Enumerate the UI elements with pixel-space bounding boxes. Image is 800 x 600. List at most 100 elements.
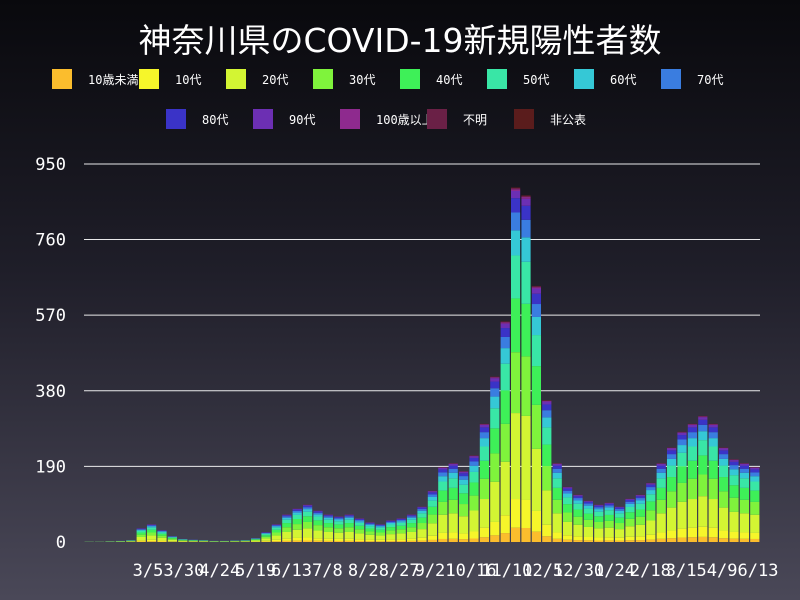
bar-segment (157, 537, 167, 541)
legend-swatch (574, 69, 594, 89)
bar-segment (667, 448, 677, 451)
bar-stack (188, 539, 198, 542)
bar-segment (687, 425, 697, 428)
bar-segment (355, 529, 365, 534)
bar-segment (303, 521, 313, 529)
bar-segment (656, 468, 666, 473)
bar-stack (635, 494, 645, 542)
bar-segment (365, 526, 375, 529)
bar-segment (698, 416, 708, 418)
bar-segment (490, 377, 500, 379)
bar-segment (490, 453, 500, 482)
bar-segment (396, 539, 406, 542)
bar-segment (334, 518, 344, 520)
bar-segment (656, 487, 666, 500)
bar-segment (438, 472, 448, 477)
bar-stack (115, 540, 125, 542)
legend-swatch (487, 69, 507, 89)
bar-segment (188, 541, 198, 542)
bar-stack (615, 506, 625, 542)
legend-swatch (52, 69, 72, 89)
bar-segment (386, 520, 396, 522)
bar-segment (563, 493, 573, 498)
bar-stack (573, 494, 583, 542)
bar-segment (396, 522, 406, 526)
bar-segment (344, 516, 354, 518)
legend-item: 70代 (661, 69, 723, 89)
x-axis: 3/5 3/304/245/196/13 7/8 8/2 8/279/2110/1611… (133, 561, 779, 581)
bar-segment (282, 516, 292, 518)
bar-segment (531, 288, 541, 294)
bar-segment (708, 424, 718, 425)
x-tick-label: 4/24 (199, 561, 240, 581)
bar-segment (531, 304, 541, 317)
bar-segment (729, 475, 739, 486)
bar-segment (438, 501, 448, 515)
bar-segment (698, 496, 708, 527)
bar-segment (344, 514, 354, 516)
bar-segment (615, 540, 625, 542)
bar-segment (407, 516, 417, 518)
bar-stack (219, 540, 229, 542)
bar-segment (698, 455, 708, 475)
bar-segment (303, 540, 313, 542)
bar-segment (542, 417, 552, 428)
bar-segment (271, 541, 281, 542)
bar-stack (479, 423, 489, 542)
bar-segment (459, 533, 469, 540)
legend-item: 60代 (574, 69, 636, 89)
x-tick-label: 3/15 (666, 561, 707, 581)
bar-segment (396, 541, 406, 542)
bar-stack (750, 467, 760, 542)
bar-segment (667, 454, 677, 459)
bar-segment (552, 513, 562, 533)
bar-segment (500, 423, 510, 462)
bar-segment (667, 491, 677, 508)
bar-segment (407, 515, 417, 517)
bar-segment (313, 530, 323, 539)
bar-segment (438, 538, 448, 542)
bar-segment (427, 496, 437, 501)
bar-segment (729, 461, 739, 466)
bar-stack (687, 423, 697, 542)
bar-stack (448, 463, 458, 542)
bar-segment (479, 499, 489, 528)
bar-segment (417, 513, 427, 518)
bar-segment (157, 531, 167, 532)
bar-segment (386, 521, 396, 523)
bar-segment (552, 499, 562, 514)
bar-segment (178, 540, 188, 542)
legend-label: 60代 (610, 73, 636, 87)
bar-stack (251, 538, 261, 542)
bar-segment (459, 476, 469, 480)
bar-segment (604, 520, 614, 528)
bar-segment (646, 510, 656, 521)
bar-segment (448, 538, 458, 542)
x-tick-label: 12/5 (522, 561, 563, 581)
bar-segment (271, 529, 281, 533)
bar-segment (573, 540, 583, 542)
bar-segment (615, 507, 625, 510)
legend-swatch (226, 69, 246, 89)
bar-segment (167, 538, 177, 540)
bar-segment (677, 501, 687, 529)
bar-segment (459, 504, 469, 517)
bar-stack (375, 524, 385, 542)
bar-segment (667, 477, 677, 492)
bar-segment (552, 472, 562, 479)
bar-segment (136, 529, 146, 531)
bar-segment (521, 356, 531, 416)
y-axis: 0 190 380 570 760 950 (35, 155, 66, 553)
x-tick-label: 1/24 (594, 561, 635, 581)
legend-swatch (313, 69, 333, 89)
bar-segment (563, 487, 573, 489)
bar-segment (687, 432, 697, 439)
bar-segment (355, 520, 365, 522)
bar-segment (635, 536, 645, 541)
chart-title: 神奈川県のCOVID-19新規陽性者数 (138, 21, 661, 60)
bar-segment (469, 465, 479, 472)
bar-segment (687, 527, 697, 538)
bar-segment (583, 513, 593, 520)
bar-segment (417, 510, 427, 514)
bar-segment (407, 523, 417, 528)
